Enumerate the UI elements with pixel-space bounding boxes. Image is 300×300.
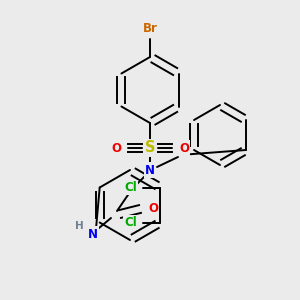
Text: N: N	[145, 164, 155, 176]
Text: Cl: Cl	[124, 181, 137, 194]
Text: N: N	[88, 227, 98, 241]
Text: O: O	[148, 202, 158, 215]
Text: Cl: Cl	[124, 216, 137, 229]
Text: S: S	[145, 140, 155, 155]
Text: H: H	[75, 221, 83, 231]
Text: Br: Br	[142, 22, 158, 35]
Text: O: O	[111, 142, 121, 154]
Text: O: O	[179, 142, 189, 154]
